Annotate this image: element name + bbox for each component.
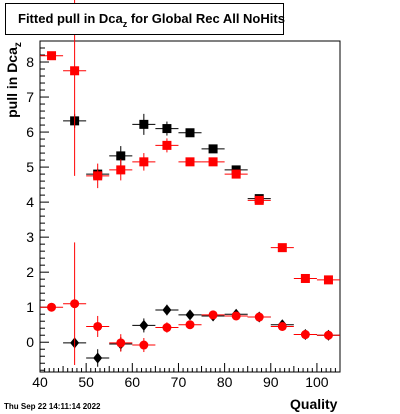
data-point-circle [277, 321, 287, 331]
x-tick-label: 90 [263, 374, 279, 390]
data-point-square [139, 157, 149, 167]
plot-frame: 40 50 60 70 80 90 100 0 1 2 3 4 5 6 7 8 [26, 40, 341, 390]
series-3 [40, 242, 340, 365]
data-point-diamond [162, 304, 172, 316]
data-point-circle [323, 330, 333, 340]
data-point-square [93, 171, 103, 181]
y-tick-label: 0 [26, 334, 34, 350]
data-point-diamond [93, 352, 103, 364]
data-point-circle [70, 299, 80, 309]
data-point-square [185, 128, 195, 138]
data-point-diamond [139, 319, 149, 331]
title-main: Fitted pull in Dca [18, 11, 123, 26]
x-tick-label: 100 [305, 374, 329, 390]
x-tick-label: 40 [32, 374, 48, 390]
data-point-square [116, 165, 126, 175]
data-point-square [116, 151, 126, 161]
data-point-square [300, 273, 310, 283]
x-tick-label: 80 [217, 374, 233, 390]
y-tick-label: 4 [26, 194, 34, 210]
plot-border [39, 40, 341, 373]
ylabel-subscript: z [13, 42, 24, 48]
y-tick-label: 6 [26, 124, 34, 140]
series-2 [63, 304, 340, 367]
data-point-circle [116, 338, 126, 348]
series-1 [40, 0, 340, 285]
chart-title: Fitted pull in Dcaz for Global Rec All N… [18, 11, 285, 29]
data-point-circle [208, 310, 218, 320]
x-tick-label: 60 [125, 374, 141, 390]
data-point-square [162, 124, 172, 134]
y-tick-label: 7 [26, 89, 34, 105]
y-tick-label: 5 [26, 159, 34, 175]
x-tick-label: 50 [78, 374, 94, 390]
title-rest: for Global Rec All NoHits [127, 11, 285, 26]
data-point-square [208, 157, 218, 167]
data-point-square [70, 66, 80, 76]
ylabel-main: pull in Dca [4, 47, 20, 118]
data-point-circle [300, 330, 310, 340]
y-tick-label: 3 [26, 229, 34, 245]
data-point-square [185, 157, 195, 167]
data-point-circle [139, 340, 149, 350]
data-point-square [208, 144, 218, 154]
y-tick-label: 8 [26, 54, 34, 70]
y-tick-label: 1 [26, 299, 34, 315]
data-point-square [323, 275, 333, 285]
data-point-square [277, 243, 287, 253]
date-stamp: Thu Sep 22 14:11:14 2022 [4, 402, 101, 411]
title-box: Fitted pull in Dcaz for Global Rec All N… [5, 3, 285, 35]
series-0 [63, 113, 271, 204]
data-point-square [47, 51, 57, 61]
data-point-circle [47, 302, 57, 312]
data-point-square [139, 119, 149, 129]
data-point-circle [185, 320, 195, 330]
data-point-circle [231, 311, 241, 321]
data-point-circle [254, 312, 264, 322]
data-point-circle [93, 321, 103, 331]
y-tick-label: 2 [26, 264, 34, 280]
data-point-square [254, 195, 264, 205]
title-subscript: z [122, 19, 128, 29]
data-point-circle [162, 323, 172, 333]
data-point-square [231, 169, 241, 179]
data-layer [40, 0, 340, 367]
x-axis-label: Quality [290, 396, 338, 412]
data-point-diamond [185, 309, 195, 321]
data-point-square [162, 140, 172, 150]
x-tick-label: 70 [171, 374, 187, 390]
y-axis-label: pull in Dcaz [4, 30, 24, 130]
